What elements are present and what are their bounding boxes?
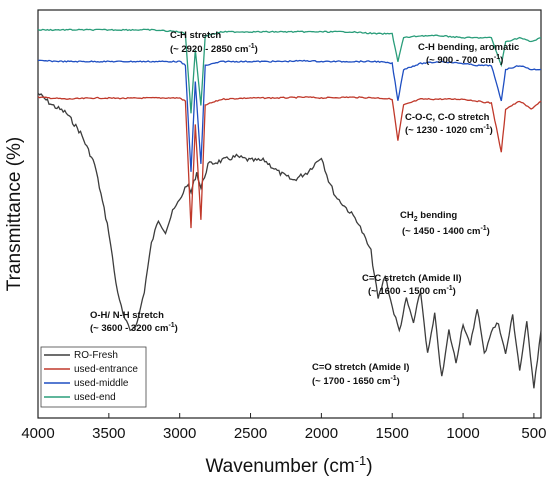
- legend-label-used-end: used-end: [74, 392, 116, 403]
- annotation-cc-stretch-line1: C=C stretch (Amide II): [362, 273, 462, 284]
- x-tick-label-1500: 1500: [376, 425, 409, 442]
- series-line-ro-fresh: [37, 92, 542, 389]
- annotation-co-stretch-line1: C=O stretch (Amide I): [312, 362, 409, 373]
- x-tick-label-1000: 1000: [446, 425, 479, 442]
- annotation-oh-nh-stretch-line2: (~ 3600 - 3200 cm-1): [90, 322, 178, 334]
- annotation-coc-stretch: C-O-C, C-O stretch (~ 1230 - 1020 cm-1): [405, 112, 493, 136]
- legend-label-used-entrance: used-entrance: [74, 364, 138, 375]
- x-axis-ticks: 4000 3500 3000 2500 2000 1500 1000 500: [21, 413, 546, 442]
- annotation-ch2-bending-line2: (~ 1450 - 1400 cm-1): [402, 225, 490, 237]
- x-tick-label-4000: 4000: [21, 425, 54, 442]
- annotation-cc-stretch-line2: (~ 1600 - 1500 cm-1): [368, 285, 456, 297]
- legend-label-used-middle: used-middle: [74, 378, 129, 389]
- x-tick-label-2000: 2000: [305, 425, 338, 442]
- annotation-ch-bending-line2: (~ 900 - 700 cm-1): [426, 54, 503, 66]
- legend-label-ro-fresh: RO-Fresh: [74, 350, 118, 361]
- legend: RO-Fresh used-entrance used-middle used-…: [40, 346, 147, 408]
- annotation-co-stretch-line2: (~ 1700 - 1650 cm-1): [312, 375, 400, 387]
- y-axis-title: Transmittance (%): [4, 137, 25, 292]
- annotation-ch-stretch-line1: C-H stretch: [170, 30, 221, 41]
- annotation-ch2-bending: CH2 bending (~ 1450 - 1400 cm-1): [400, 210, 490, 237]
- x-axis-title: Wavenumber (cm-1): [205, 453, 372, 477]
- series-layer: [37, 28, 542, 389]
- annotation-cc-stretch: C=C stretch (Amide II) (~ 1600 - 1500 cm…: [362, 273, 462, 297]
- x-tick-label-3000: 3000: [163, 425, 196, 442]
- series-line-used-middle: [37, 59, 542, 172]
- annotation-ch-bending-aromatic: C-H bending, aromatic (~ 900 - 700 cm-1): [418, 42, 519, 66]
- annotation-ch2-bending-line1: CH2 bending: [400, 210, 457, 223]
- annotation-ch-stretch-line2: (~ 2920 - 2850 cm-1): [170, 43, 258, 55]
- annotation-coc-stretch-line2: (~ 1230 - 1020 cm-1): [405, 124, 493, 136]
- annotation-ch-bending-line1: C-H bending, aromatic: [418, 42, 519, 53]
- annotation-co-stretch: C=O stretch (Amide I) (~ 1700 - 1650 cm-…: [312, 362, 409, 387]
- annotation-ch-stretch: C-H stretch (~ 2920 - 2850 cm-1): [170, 30, 258, 55]
- annotation-oh-nh-stretch: O-H/ N-H stretch (~ 3600 - 3200 cm-1): [90, 310, 178, 334]
- series-line-used-end: [37, 28, 542, 114]
- annotation-coc-stretch-line1: C-O-C, C-O stretch: [405, 112, 490, 123]
- x-tick-label-500: 500: [521, 425, 546, 442]
- series-line-used-entrance: [37, 96, 542, 229]
- annotation-oh-nh-stretch-line1: O-H/ N-H stretch: [90, 310, 164, 321]
- x-tick-label-2500: 2500: [234, 425, 267, 442]
- x-tick-label-3500: 3500: [92, 425, 125, 442]
